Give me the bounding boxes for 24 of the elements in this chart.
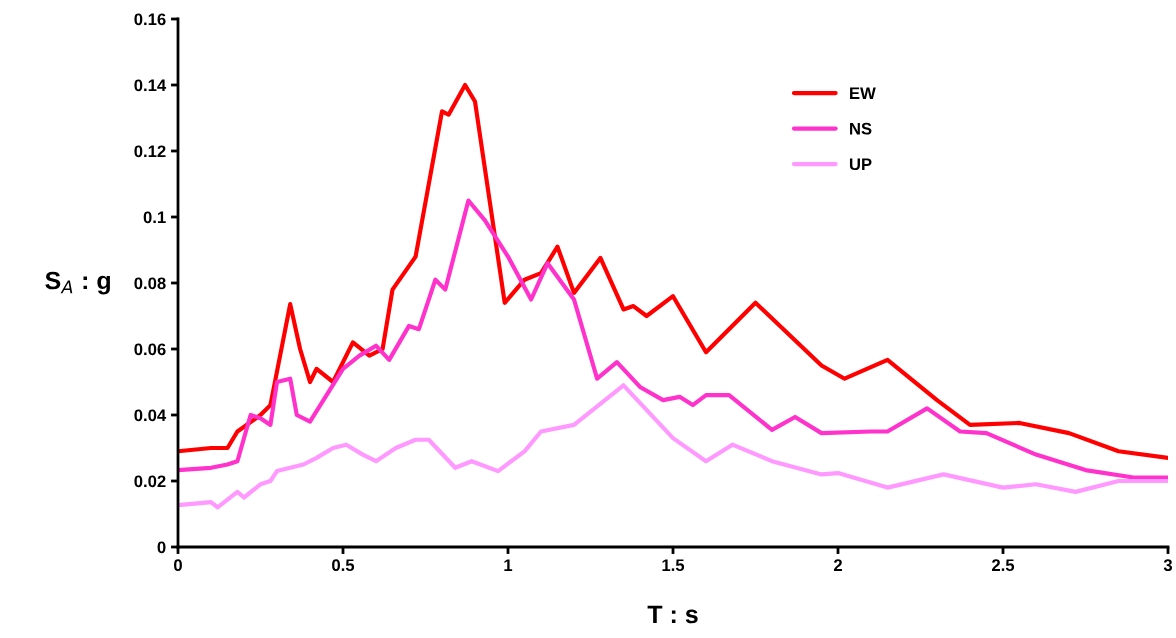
x-tick-label: 0 bbox=[174, 559, 182, 572]
x-tick-label: 3 bbox=[1163, 559, 1173, 572]
line-series bbox=[178, 82, 1168, 460]
x-tick-label: 1 bbox=[504, 559, 513, 571]
y-tick-label: 0.08 bbox=[134, 277, 166, 290]
x-axis-title: T : s bbox=[647, 605, 698, 624]
x-tick-label: 2.5 bbox=[991, 559, 1015, 572]
y-tick-label: 0.04 bbox=[134, 409, 167, 422]
legend-label: UP bbox=[849, 158, 872, 171]
line-series bbox=[178, 198, 1168, 480]
y-tick-label: 0.12 bbox=[134, 145, 166, 158]
y-tick-label: 0.06 bbox=[134, 343, 166, 356]
y-tick-label: 0.14 bbox=[134, 79, 167, 92]
y-tick-label: 0 bbox=[157, 541, 166, 554]
legend-label: NS bbox=[850, 122, 872, 135]
y-axis-title: S$_{A}$ : g bbox=[45, 271, 110, 295]
y-tick-label: 0.16 bbox=[134, 13, 166, 26]
legend-label: EW bbox=[850, 87, 876, 99]
line-series bbox=[178, 383, 1168, 510]
y-tick-label: 0.1 bbox=[143, 211, 166, 224]
x-tick-label: 1.5 bbox=[662, 559, 685, 572]
x-tick-label: 2 bbox=[833, 559, 842, 571]
y-tick-label: 0.02 bbox=[134, 475, 166, 488]
x-tick-label: 0.5 bbox=[332, 559, 355, 572]
